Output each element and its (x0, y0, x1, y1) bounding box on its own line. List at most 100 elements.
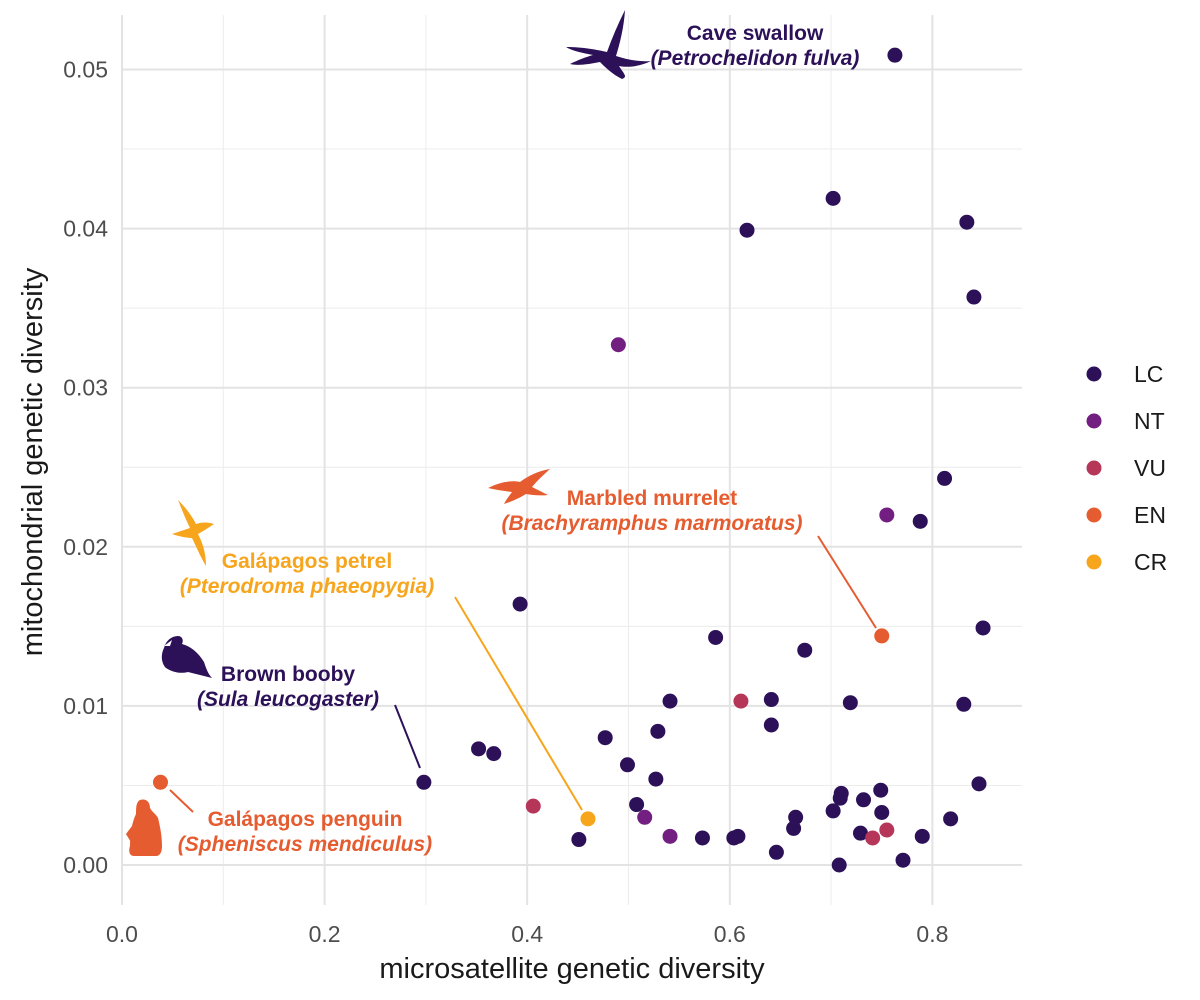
scatter-point (662, 693, 678, 709)
annotation-leader-line (817, 535, 877, 629)
scatter-point (597, 730, 613, 746)
x-tick-label: 0.0 (106, 921, 138, 947)
scatter-point (471, 741, 487, 757)
annotation-scientific-name: (Petrochelidon fulva) (651, 47, 860, 70)
legend-key (1086, 554, 1102, 570)
x-tick-label: 0.8 (916, 921, 948, 947)
booby-icon (161, 636, 212, 678)
scatter-point (580, 811, 596, 827)
scatter-point (768, 844, 784, 860)
scatter-point (797, 642, 813, 658)
scatter-point (825, 803, 841, 819)
y-tick-label: 0.05 (63, 57, 108, 83)
annotation-brown-booby: Brown booby (Sula leucogaster) (161, 636, 421, 769)
annotation-galapagos-penguin: Galápagos penguin (Spheniscus mendiculus… (126, 789, 432, 856)
scatter-point (694, 830, 710, 846)
y-tick-label: 0.01 (63, 693, 108, 719)
scatter-point (874, 804, 890, 820)
scatter-point (619, 757, 635, 773)
y-tick-label: 0.04 (63, 216, 108, 242)
scatter-point (914, 828, 930, 844)
scatter-point (971, 776, 987, 792)
scatter-point (708, 629, 724, 645)
scatter-point (943, 811, 959, 827)
annotation-scientific-name: (Brachyramphus marmoratus) (501, 512, 802, 535)
x-tick-label: 0.2 (309, 921, 341, 947)
legend-label: CR (1134, 549, 1167, 575)
scatter-point (512, 596, 528, 612)
annotations: Cave swallow (Petrochelidon fulva) Marbl… (126, 10, 877, 856)
legend-key (1086, 413, 1102, 429)
scatter-point (879, 507, 895, 523)
scatter-point (763, 692, 779, 708)
legend-key (1086, 366, 1102, 382)
scatter-point (873, 782, 889, 798)
annotation-galapagos-petrel: Galápagos petrel (Pterodroma phaeopygia) (172, 500, 583, 811)
legend-key (1086, 507, 1102, 523)
scatter-point (879, 822, 895, 838)
grid-lines (121, 15, 1022, 905)
scatter-point (739, 222, 755, 238)
annotation-leader-line (454, 596, 583, 811)
x-axis-title: microsatellite genetic diversity (379, 953, 765, 985)
scatter-point (486, 746, 502, 762)
annotation-common-name: Galápagos penguin (208, 808, 403, 831)
y-tick-label: 0.00 (63, 852, 108, 878)
scatter-point (895, 852, 911, 868)
scatter-point (856, 792, 872, 808)
tick-labels: 0.0 0.2 0.4 0.6 0.8 0.00 0.01 0.02 0.03 0.04 0.05 (63, 57, 948, 948)
scatter-point (831, 857, 847, 873)
y-axis-title: mitochondrial genetic diversity (17, 267, 49, 656)
murrelet-icon (488, 469, 550, 504)
annotation-common-name: Cave swallow (687, 22, 824, 45)
scatter-point (648, 771, 664, 787)
scatter-point (662, 828, 678, 844)
scatter-point (416, 774, 432, 790)
scatter-point (733, 693, 749, 709)
scatter-point (959, 214, 975, 230)
scatter-point (788, 809, 804, 825)
legend-key (1086, 460, 1102, 476)
legend-label: LC (1134, 361, 1163, 387)
scatter-point (912, 513, 928, 529)
annotation-common-name: Galápagos petrel (222, 550, 392, 573)
annotation-scientific-name: (Spheniscus mendiculus) (178, 833, 432, 856)
petrel-icon (172, 500, 214, 566)
annotation-common-name: Marbled murrelet (567, 487, 737, 510)
scatter-point (650, 723, 666, 739)
scatter-point (825, 190, 841, 206)
scatter-point (852, 825, 868, 841)
scatter-point (966, 289, 982, 305)
scatter-point (865, 830, 881, 846)
annotation-marbled-murrelet: Marbled murrelet (Brachyramphus marmorat… (488, 469, 877, 629)
scatter-point (842, 695, 858, 711)
x-tick-label: 0.6 (714, 921, 746, 947)
scatter-point (629, 797, 645, 813)
scatter-point (571, 832, 587, 848)
annotation-scientific-name: (Pterodroma phaeopygia) (180, 575, 434, 598)
y-tick-label: 0.03 (63, 375, 108, 401)
scatter-point (786, 820, 802, 836)
x-tick-label: 0.4 (511, 921, 543, 947)
scatter-point (887, 47, 903, 63)
scatter-point (956, 696, 972, 712)
scatter-point (637, 809, 653, 825)
scatter-point (763, 717, 779, 733)
scatter-point (832, 790, 848, 806)
annotation-scientific-name: (Sula leucogaster) (197, 688, 379, 711)
scatter-point (874, 628, 890, 644)
data-points (152, 47, 991, 873)
annotation-leader-line (394, 704, 421, 769)
legend-label: NT (1134, 408, 1165, 434)
scatter-point (975, 620, 991, 636)
scatter-point (610, 337, 626, 353)
scatter-point (152, 774, 168, 790)
annotation-cave-swallow: Cave swallow (Petrochelidon fulva) (566, 10, 859, 79)
legend-label: EN (1134, 502, 1166, 528)
annotation-leader-line (169, 789, 194, 813)
y-tick-label: 0.02 (63, 534, 108, 560)
penguin-icon (126, 799, 162, 856)
legend: LC NT VU EN CR (1086, 361, 1167, 575)
